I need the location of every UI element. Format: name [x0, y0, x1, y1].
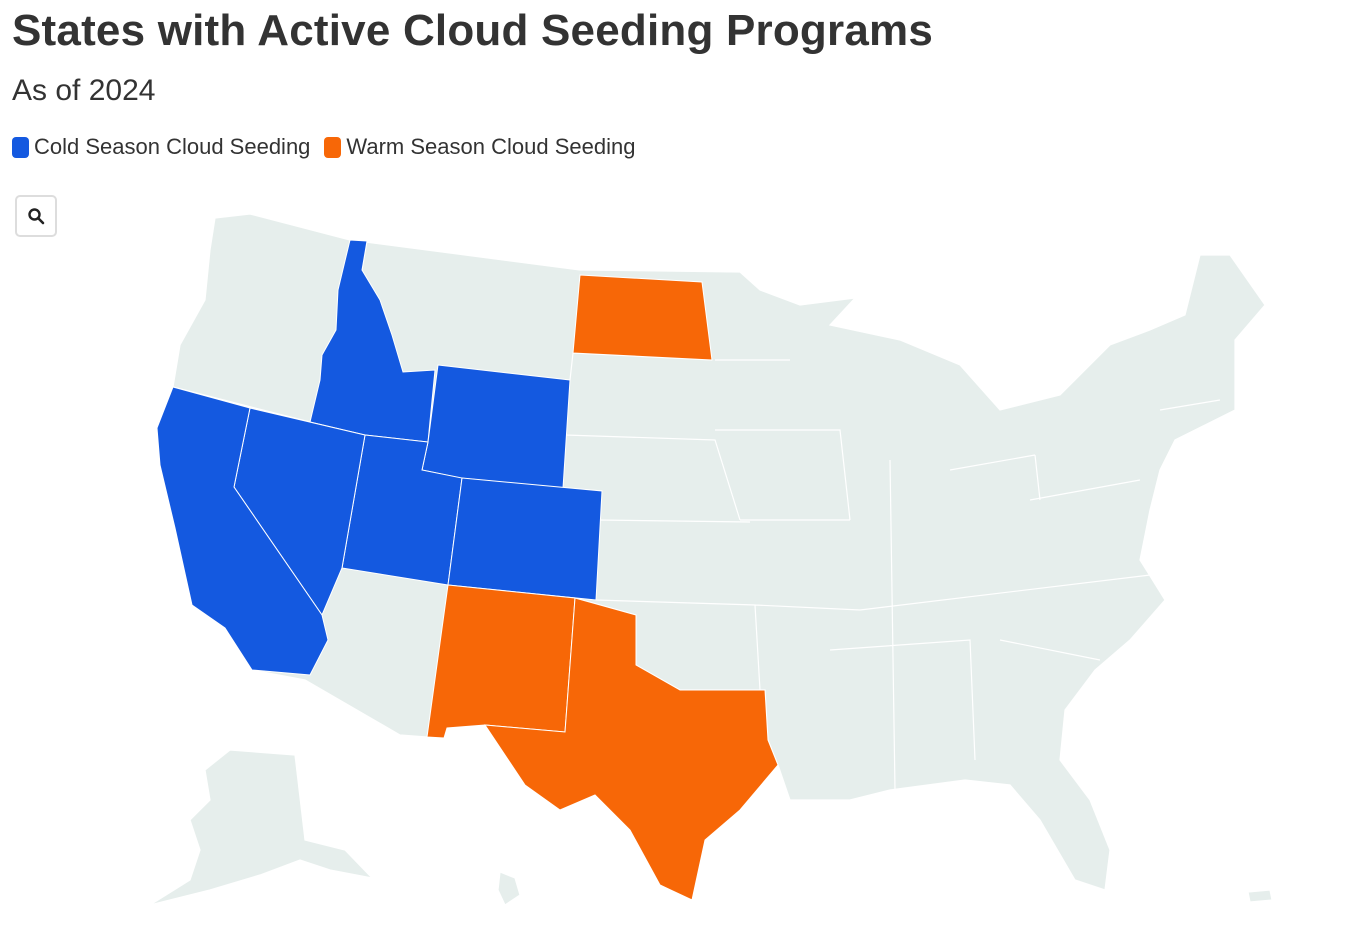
state: [447, 477, 603, 601]
puerto-rico: [1247, 889, 1273, 903]
legend-swatch: [12, 136, 29, 158]
hawaii: [497, 871, 521, 906]
alaska: [149, 749, 374, 906]
subtitle: As of 2024: [12, 74, 156, 107]
state: [156, 386, 329, 676]
legend-label: Cold Season Cloud Seeding: [34, 134, 311, 159]
legend-item[interactable]: Warm Season Cloud Seeding: [324, 134, 635, 160]
state: [421, 364, 571, 489]
legend-label: Warm Season Cloud Seeding: [346, 134, 636, 159]
state: [484, 597, 779, 901]
search-icon: [28, 208, 45, 225]
legend: Cold Season Cloud Seeding Warm Season Cl…: [12, 134, 635, 160]
title: States with Active Cloud Seeding Program…: [12, 6, 933, 55]
state: [426, 584, 576, 739]
legend-item[interactable]: Cold Season Cloud Seeding: [12, 134, 310, 160]
zoom-button[interactable]: [15, 195, 57, 237]
legend-swatch: [324, 136, 342, 158]
state: [572, 274, 713, 361]
